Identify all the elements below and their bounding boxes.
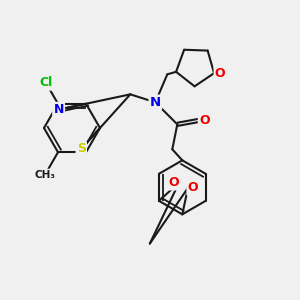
Text: S: S (77, 142, 86, 155)
Text: O: O (188, 182, 198, 194)
Text: N: N (150, 96, 161, 109)
Text: O: O (215, 67, 225, 80)
Text: O: O (199, 114, 210, 127)
Text: Cl: Cl (39, 76, 52, 89)
Text: N: N (53, 103, 64, 116)
Text: CH₃: CH₃ (34, 170, 56, 180)
Text: O: O (169, 176, 179, 189)
